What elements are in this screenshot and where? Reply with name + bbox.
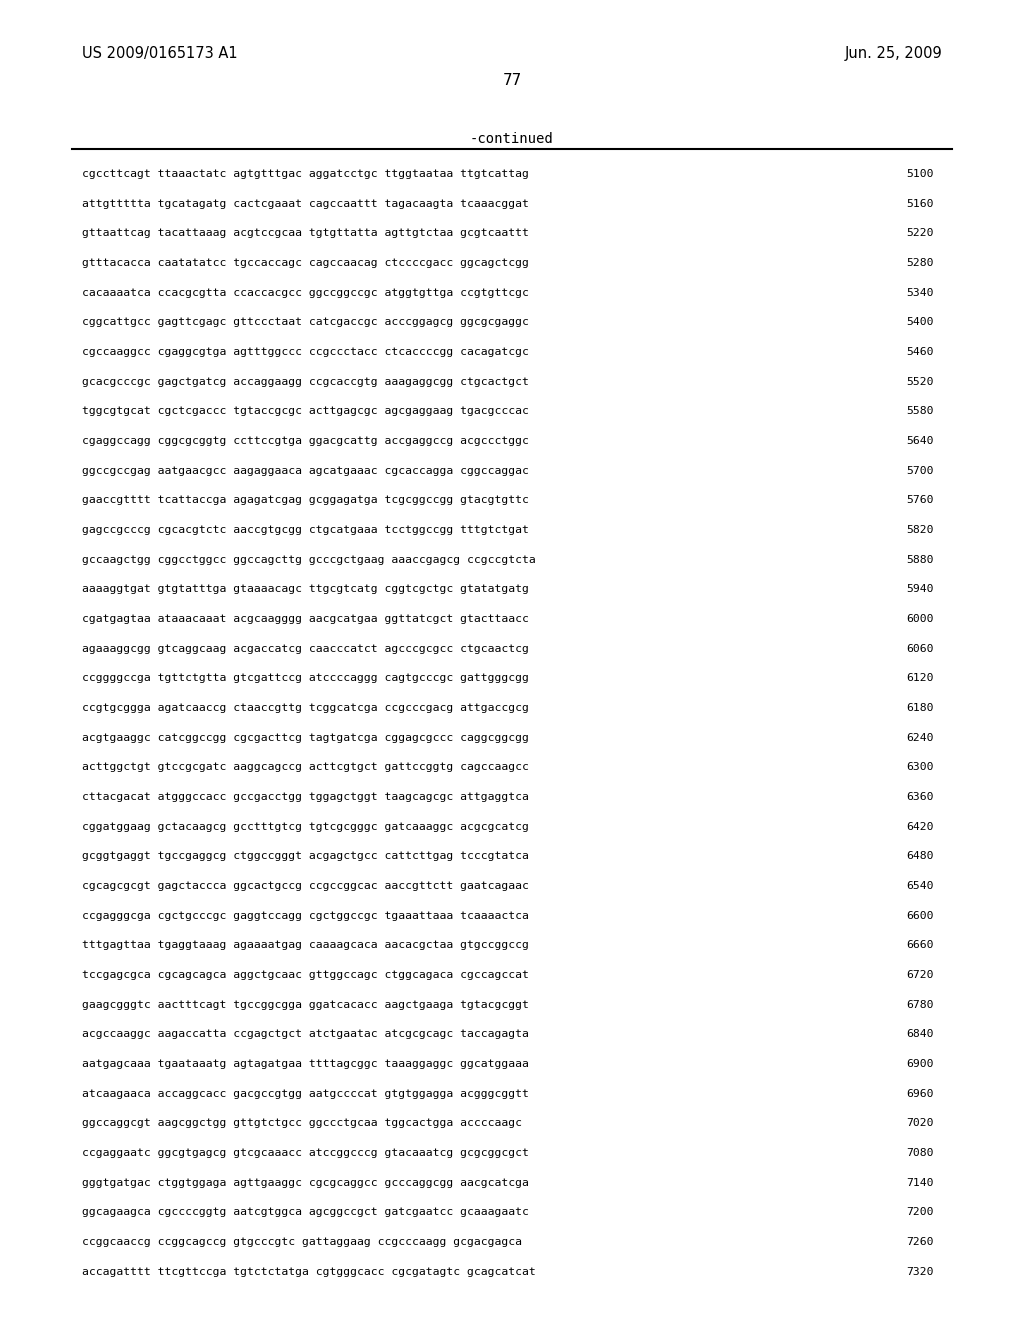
Text: attgttttta tgcatagatg cactcgaaat cagccaattt tagacaagta tcaaacggat: attgttttta tgcatagatg cactcgaaat cagccaa… [82,198,528,209]
Text: 6660: 6660 [906,940,934,950]
Text: gcacgcccgc gagctgatcg accaggaagg ccgcaccgtg aaagaggcgg ctgcactgct: gcacgcccgc gagctgatcg accaggaagg ccgcacc… [82,376,528,387]
Text: ggccaggcgt aagcggctgg gttgtctgcc ggccctgcaa tggcactgga accccaagc: ggccaggcgt aagcggctgg gttgtctgcc ggccctg… [82,1118,522,1129]
Text: 6480: 6480 [906,851,934,861]
Text: cgaggccagg cggcgcggtg ccttccgtga ggacgcattg accgaggccg acgccctggc: cgaggccagg cggcgcggtg ccttccgtga ggacgca… [82,436,528,446]
Text: 6720: 6720 [906,970,934,979]
Text: 6000: 6000 [906,614,934,624]
Text: ggccgccgag aatgaacgcc aagaggaaca agcatgaaac cgcaccagga cggccaggac: ggccgccgag aatgaacgcc aagaggaaca agcatga… [82,466,528,475]
Text: cggatggaag gctacaagcg gcctttgtcg tgtcgcgggc gatcaaaggc acgcgcatcg: cggatggaag gctacaagcg gcctttgtcg tgtcgcg… [82,821,528,832]
Text: 7320: 7320 [906,1267,934,1276]
Text: 6120: 6120 [906,673,934,684]
Text: cggcattgcc gagttcgagc gttccctaat catcgaccgc acccggagcg ggcgcgaggc: cggcattgcc gagttcgagc gttccctaat catcgac… [82,317,528,327]
Text: 6960: 6960 [906,1089,934,1098]
Text: gaaccgtttt tcattaccga agagatcgag gcggagatga tcgcggccgg gtacgtgttc: gaaccgtttt tcattaccga agagatcgag gcggaga… [82,495,528,506]
Text: tttgagttaa tgaggtaaag agaaaatgag caaaagcaca aacacgctaa gtgccggccg: tttgagttaa tgaggtaaag agaaaatgag caaaagc… [82,940,528,950]
Text: accagatttt ttcgttccga tgtctctatga cgtgggcacc cgcgatagtc gcagcatcat: accagatttt ttcgttccga tgtctctatga cgtggg… [82,1267,536,1276]
Text: 6840: 6840 [906,1030,934,1039]
Text: 6060: 6060 [906,644,934,653]
Text: aaaaggtgat gtgtatttga gtaaaacagc ttgcgtcatg cggtcgctgc gtatatgatg: aaaaggtgat gtgtatttga gtaaaacagc ttgcgtc… [82,585,528,594]
Text: tggcgtgcat cgctcgaccc tgtaccgcgc acttgagcgc agcgaggaag tgacgcccac: tggcgtgcat cgctcgaccc tgtaccgcgc acttgag… [82,407,528,416]
Text: ccggggccga tgttctgtta gtcgattccg atccccaggg cagtgcccgc gattgggcgg: ccggggccga tgttctgtta gtcgattccg atcccca… [82,673,528,684]
Text: 6600: 6600 [906,911,934,920]
Text: 5580: 5580 [906,407,934,416]
Text: -continued: -continued [470,132,554,147]
Text: US 2009/0165173 A1: US 2009/0165173 A1 [82,46,238,61]
Text: gaagcgggtc aactttcagt tgccggcgga ggatcacacc aagctgaaga tgtacgcggt: gaagcgggtc aactttcagt tgccggcgga ggatcac… [82,999,528,1010]
Text: gtttacacca caatatatcc tgccaccagc cagccaacag ctccccgacc ggcagctcgg: gtttacacca caatatatcc tgccaccagc cagccaa… [82,257,528,268]
Text: 7200: 7200 [906,1208,934,1217]
Text: ccgagggcga cgctgcccgc gaggtccagg cgctggccgc tgaaattaaa tcaaaactca: ccgagggcga cgctgcccgc gaggtccagg cgctggc… [82,911,528,920]
Text: ccgaggaatc ggcgtgagcg gtcgcaaacc atccggcccg gtacaaatcg gcgcggcgct: ccgaggaatc ggcgtgagcg gtcgcaaacc atccggc… [82,1148,528,1158]
Text: 5400: 5400 [906,317,934,327]
Text: Jun. 25, 2009: Jun. 25, 2009 [845,46,942,61]
Text: 5880: 5880 [906,554,934,565]
Text: 7260: 7260 [906,1237,934,1247]
Text: acgtgaaggc catcggccgg cgcgacttcg tagtgatcga cggagcgccc caggcggcgg: acgtgaaggc catcggccgg cgcgacttcg tagtgat… [82,733,528,743]
Text: 5100: 5100 [906,169,934,180]
Text: 5280: 5280 [906,257,934,268]
Text: cgccaaggcc cgaggcgtga agtttggccc ccgccctacc ctcaccccgg cacagatcgc: cgccaaggcc cgaggcgtga agtttggccc ccgccct… [82,347,528,356]
Text: 7140: 7140 [906,1177,934,1188]
Text: gccaagctgg cggcctggcc ggccagcttg gcccgctgaag aaaccgagcg ccgccgtcta: gccaagctgg cggcctggcc ggccagcttg gcccgct… [82,554,536,565]
Text: cgccttcagt ttaaactatc agtgtttgac aggatcctgc ttggtaataa ttgtcattag: cgccttcagt ttaaactatc agtgtttgac aggatcc… [82,169,528,180]
Text: 6780: 6780 [906,999,934,1010]
Text: 5760: 5760 [906,495,934,506]
Text: 6540: 6540 [906,880,934,891]
Text: 7080: 7080 [906,1148,934,1158]
Text: cgatgagtaa ataaacaaat acgcaagggg aacgcatgaa ggttatcgct gtacttaacc: cgatgagtaa ataaacaaat acgcaagggg aacgcat… [82,614,528,624]
Text: acgccaaggc aagaccatta ccgagctgct atctgaatac atcgcgcagc taccagagta: acgccaaggc aagaccatta ccgagctgct atctgaa… [82,1030,528,1039]
Text: 6360: 6360 [906,792,934,803]
Text: gagccgcccg cgcacgtctc aaccgtgcgg ctgcatgaaa tcctggccgg tttgtctgat: gagccgcccg cgcacgtctc aaccgtgcgg ctgcatg… [82,525,528,535]
Text: ccggcaaccg ccggcagccg gtgcccgtc gattaggaag ccgcccaagg gcgacgagca: ccggcaaccg ccggcagccg gtgcccgtc gattagga… [82,1237,522,1247]
Text: gcggtgaggt tgccgaggcg ctggccgggt acgagctgcc cattcttgag tcccgtatca: gcggtgaggt tgccgaggcg ctggccgggt acgagct… [82,851,528,861]
Text: cacaaaatca ccacgcgtta ccaccacgcc ggccggccgc atggtgttga ccgtgttcgc: cacaaaatca ccacgcgtta ccaccacgcc ggccggc… [82,288,528,297]
Text: 5220: 5220 [906,228,934,239]
Text: agaaaggcgg gtcaggcaag acgaccatcg caacccatct agcccgcgcc ctgcaactcg: agaaaggcgg gtcaggcaag acgaccatcg caaccca… [82,644,528,653]
Text: gttaattcag tacattaaag acgtccgcaa tgtgttatta agttgtctaa gcgtcaattt: gttaattcag tacattaaag acgtccgcaa tgtgtta… [82,228,528,239]
Text: 6900: 6900 [906,1059,934,1069]
Text: ggcagaagca cgccccggtg aatcgtggca agcggccgct gatcgaatcc gcaaagaatc: ggcagaagca cgccccggtg aatcgtggca agcggcc… [82,1208,528,1217]
Text: 6180: 6180 [906,704,934,713]
Text: aatgagcaaa tgaataaatg agtagatgaa ttttagcggc taaaggaggc ggcatggaaa: aatgagcaaa tgaataaatg agtagatgaa ttttagc… [82,1059,528,1069]
Text: 5520: 5520 [906,376,934,387]
Text: 5820: 5820 [906,525,934,535]
Text: 77: 77 [503,73,521,87]
Text: 5640: 5640 [906,436,934,446]
Text: 7020: 7020 [906,1118,934,1129]
Text: 5340: 5340 [906,288,934,297]
Text: atcaagaaca accaggcacc gacgccgtgg aatgccccat gtgtggagga acgggcggtt: atcaagaaca accaggcacc gacgccgtgg aatgccc… [82,1089,528,1098]
Text: 6300: 6300 [906,762,934,772]
Text: tccgagcgca cgcagcagca aggctgcaac gttggccagc ctggcagaca cgccagccat: tccgagcgca cgcagcagca aggctgcaac gttggcc… [82,970,528,979]
Text: 5460: 5460 [906,347,934,356]
Text: ccgtgcggga agatcaaccg ctaaccgttg tcggcatcga ccgcccgacg attgaccgcg: ccgtgcggga agatcaaccg ctaaccgttg tcggcat… [82,704,528,713]
Text: 6420: 6420 [906,821,934,832]
Text: 5700: 5700 [906,466,934,475]
Text: cttacgacat atgggccacc gccgacctgg tggagctggt taagcagcgc attgaggtca: cttacgacat atgggccacc gccgacctgg tggagct… [82,792,528,803]
Text: gggtgatgac ctggtggaga agttgaaggc cgcgcaggcc gcccaggcgg aacgcatcga: gggtgatgac ctggtggaga agttgaaggc cgcgcag… [82,1177,528,1188]
Text: 5940: 5940 [906,585,934,594]
Text: cgcagcgcgt gagctaccca ggcactgccg ccgccggcac aaccgttctt gaatcagaac: cgcagcgcgt gagctaccca ggcactgccg ccgccgg… [82,880,528,891]
Text: 5160: 5160 [906,198,934,209]
Text: acttggctgt gtccgcgatc aaggcagccg acttcgtgct gattccggtg cagccaagcc: acttggctgt gtccgcgatc aaggcagccg acttcgt… [82,762,528,772]
Text: 6240: 6240 [906,733,934,743]
